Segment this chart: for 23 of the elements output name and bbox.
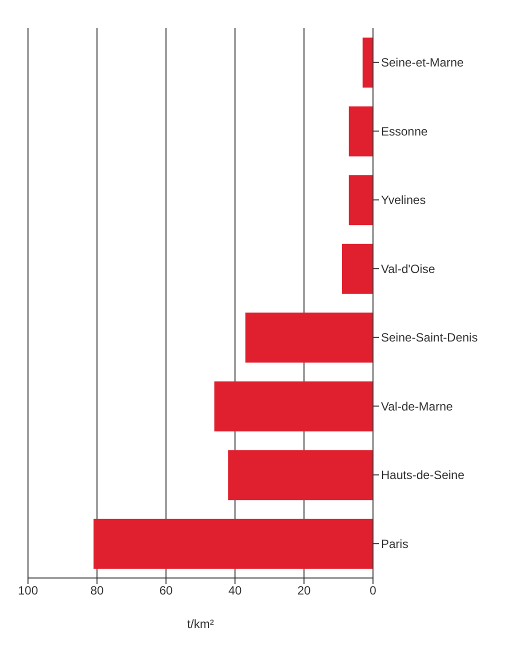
y-tick-label: Seine-et-Marne [381, 56, 464, 70]
bar [342, 244, 373, 294]
y-tick-label: Yvelines [381, 193, 426, 208]
x-tick-label: 60 [159, 584, 173, 598]
x-tick-label: 0 [370, 584, 377, 598]
bar [348, 175, 373, 226]
x-tick-label: 100 [18, 584, 38, 598]
x-axis-title: t/km² [187, 617, 214, 631]
x-tick-label: 40 [228, 584, 242, 598]
x-tick-label: 80 [90, 584, 104, 598]
y-tick-label: Essonne [381, 124, 428, 138]
bar [362, 38, 373, 88]
bar [94, 518, 373, 569]
y-tick-label: Val-d'Oise [381, 262, 436, 276]
bar [348, 106, 373, 156]
y-tick-label: Hauts-de-Seine [381, 468, 465, 482]
bar [228, 450, 373, 500]
bar [214, 381, 373, 432]
x-tick-label: 20 [297, 584, 311, 598]
bar [245, 312, 373, 363]
y-tick-label: Val-de-Marne [381, 399, 454, 414]
y-tick-label: Seine-Saint-Denis [381, 330, 478, 345]
y-tick-label: Paris [381, 536, 408, 551]
